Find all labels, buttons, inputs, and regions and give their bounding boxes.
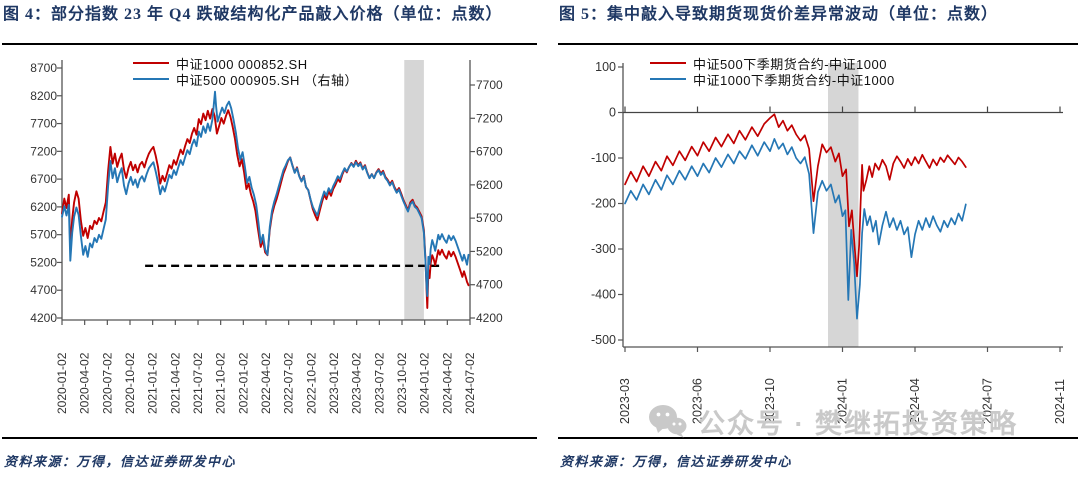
x-tick-label: 2022-01-02	[236, 352, 250, 414]
x-tick-label: 2023-10	[763, 378, 777, 424]
figure4-top-rule	[2, 43, 537, 45]
x-tick-label: 2023-03	[618, 378, 632, 424]
x-tick-label: 2023-04-02	[350, 352, 364, 414]
y-tick-label: 8200	[30, 89, 57, 103]
legend-item-csi500-futures-spread: 中证500下季期货合约-中证1000	[650, 55, 895, 72]
series-line-1	[61, 90, 470, 297]
figure5-legend: 中证500下季期货合约-中证1000 中证1000下季期货合约-中证1000	[650, 55, 895, 88]
x-tick-label: 2020-01-02	[55, 352, 69, 414]
y-tick-label: -200	[591, 197, 616, 211]
x-tick-label: 2023-07-02	[372, 352, 386, 414]
y-tick-label: 7700	[30, 117, 57, 131]
x-tick-label: 2024-04	[908, 378, 922, 424]
y-tick-label: 7200	[30, 144, 57, 158]
y-tick-label: 5200	[30, 255, 57, 269]
x-tick-label: 2022-07-02	[282, 352, 296, 414]
x-tick-label: 2022-04-02	[259, 352, 273, 414]
x-tick-label: 2024-11	[1053, 379, 1067, 424]
figure4-title: 图 4：部分指数 23 年 Q4 跌破结构化产品敲入价格（单位：点数）	[3, 6, 503, 23]
legend-label: 中证1000下季期货合约-中证1000	[693, 72, 895, 88]
legend-swatch-red-line	[133, 62, 169, 64]
figure5-source-note: 资料来源：万得，信达证券研发中心	[560, 454, 793, 469]
figure4-bottom-rule	[2, 437, 537, 439]
y-tick-label-right: 7200	[476, 111, 503, 125]
x-tick-label: 2024-01-02	[418, 352, 432, 414]
x-tick-label: 2020-04-02	[78, 352, 92, 414]
legend-item-csi1000-futures-spread: 中证1000下季期货合约-中证1000	[650, 71, 895, 88]
figure5-top-rule	[558, 43, 1078, 45]
x-tick-label: 2021-04-02	[168, 352, 182, 414]
y-tick-label-right: 4200	[476, 311, 503, 325]
series-line-1	[624, 138, 967, 320]
x-tick-label: 2021-10-02	[214, 352, 228, 414]
x-tick-label: 2020-07-02	[100, 352, 114, 414]
x-tick-label: 2023-10-02	[395, 352, 409, 414]
series-line-0	[624, 113, 967, 278]
y-tick-label: 5700	[30, 228, 57, 242]
watermark: 公众号 · 樊继拓投资策略	[648, 402, 1018, 441]
y-tick-label: -400	[591, 288, 616, 302]
figure4-legend: 中证1000 000852.SH 中证500 000905.SH （右轴）	[133, 55, 358, 88]
highlight-band	[404, 60, 424, 320]
y-tick-label-right: 6700	[476, 145, 503, 159]
wechat-icon	[649, 404, 687, 437]
legend-label: 中证500 000905.SH （右轴）	[176, 72, 358, 88]
y-tick-label: -500	[591, 333, 616, 347]
y-tick-label-right: 7700	[476, 78, 503, 92]
y-tick-label: 4200	[30, 311, 57, 325]
y-tick-label: 6200	[30, 200, 57, 214]
y-tick-label: 100	[595, 60, 616, 74]
x-tick-label: 2021-01-02	[146, 352, 160, 414]
x-tick-label: 2022-10-02	[304, 352, 318, 414]
highlight-band	[828, 63, 859, 347]
legend-item-csi1000: 中证1000 000852.SH	[133, 55, 358, 72]
y-tick-label-right: 5200	[476, 244, 503, 258]
y-tick-label: 4700	[30, 283, 57, 297]
x-tick-label: 2024-01	[836, 378, 850, 424]
y-tick-label: -300	[591, 242, 616, 256]
figure4-chart: 8700 8200 7700 7200 6700 6200 5700 5200 4700 4200…	[30, 60, 503, 414]
x-tick-label: 2024-07	[981, 378, 995, 424]
legend-swatch-blue-line	[650, 78, 686, 80]
y-tick-label: 8700	[30, 61, 57, 75]
watermark-text: 公众号 · 樊继拓投资策略	[698, 409, 1018, 439]
y-tick-label: -100	[591, 151, 616, 165]
y-tick-label-right: 5700	[476, 211, 503, 225]
legend-label: 中证500下季期货合约-中证1000	[693, 56, 887, 72]
x-tick-label: 2020-10-02	[123, 352, 137, 414]
figure5-title: 图 5：集中敲入导致期货现货价差异常波动（单位：点数）	[559, 6, 999, 23]
y-tick-label: 6700	[30, 172, 57, 186]
figure5-chart: 100 0 -100 -200 -300 -400 -500 2023-03 2023-06 20…	[591, 60, 1067, 424]
figure4-source-note: 资料来源：万得，信达证券研发中心	[4, 454, 237, 469]
y-tick-label: 0	[609, 106, 616, 120]
y-tick-label-right: 4700	[476, 278, 503, 292]
x-tick-label: 2023-06	[691, 378, 705, 424]
legend-item-csi500: 中证500 000905.SH （右轴）	[133, 71, 358, 88]
legend-swatch-blue-line	[133, 78, 169, 80]
legend-label: 中证1000 000852.SH	[176, 56, 308, 72]
x-tick-label: 2024-07-02	[463, 352, 477, 414]
legend-swatch-red-line	[650, 62, 686, 64]
y-tick-label-right: 6200	[476, 178, 503, 192]
x-tick-label: 2021-07-02	[191, 352, 205, 414]
figure5-bottom-rule	[558, 437, 1078, 439]
x-tick-label: 2024-04-02	[440, 352, 454, 414]
x-tick-label: 2023-01-02	[327, 352, 341, 414]
